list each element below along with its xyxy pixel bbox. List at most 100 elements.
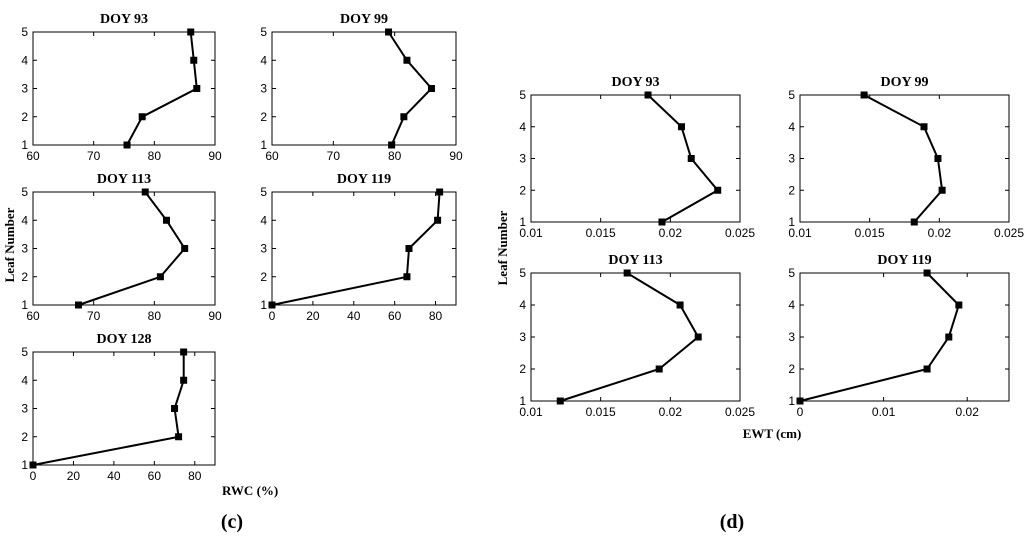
data-point-leaf-1 — [658, 218, 666, 226]
y-tick-label: 1 — [788, 215, 795, 229]
y-tick-label: 3 — [788, 152, 795, 166]
data-point-leaf-5 — [187, 28, 195, 36]
data-point-leaf-1 — [75, 301, 82, 309]
data-point-leaf-4 — [955, 301, 963, 309]
data-point-leaf-3 — [181, 245, 189, 252]
y-tick-label: 4 — [21, 373, 28, 387]
y-tick-label: 1 — [260, 298, 267, 312]
y-tick-label: 1 — [21, 138, 28, 152]
subplot-title: DOY 113 — [97, 172, 151, 187]
x-tick-label: 90 — [449, 149, 463, 163]
data-point-leaf-5 — [141, 188, 149, 196]
left-x-axis-label: RWC (%) — [222, 483, 278, 498]
subplot-c-doy-99: DOY 99 60 70 80 90 1 2 3 4 5 — [260, 12, 463, 163]
y-tick-label: 3 — [788, 330, 795, 344]
x-tick-label: 0.02 — [928, 226, 952, 240]
data-point-leaf-5 — [385, 28, 393, 36]
y-tick-label: 5 — [21, 185, 28, 199]
data-point-leaf-4 — [180, 376, 188, 384]
x-tick-label: 80 — [188, 469, 202, 483]
data-point-leaf-4 — [162, 216, 170, 224]
data-point-leaf-2 — [938, 186, 946, 194]
x-tick-label: 0 — [269, 309, 276, 323]
data-point-leaf-5 — [923, 269, 931, 277]
y-tick-label: 5 — [21, 25, 28, 39]
data-point-leaf-2 — [138, 113, 146, 121]
data-point-leaf-1 — [268, 301, 276, 309]
x-tick-label: 70 — [87, 309, 101, 323]
data-point-leaf-4 — [434, 216, 442, 224]
x-tick-label: 0.01 — [519, 405, 543, 419]
panel-label-d: (d) — [720, 511, 744, 533]
y-tick-label: 3 — [519, 152, 526, 166]
y-tick-label: 5 — [260, 25, 267, 39]
x-tick-label: 80 — [148, 309, 162, 323]
data-point-leaf-1 — [29, 461, 37, 469]
data-point-leaf-1 — [796, 397, 804, 405]
x-tick-label: 0.02 — [956, 405, 980, 419]
data-point-leaf-3 — [405, 245, 413, 252]
right-y-axis-label: Leaf Number — [495, 210, 510, 285]
y-tick-label: 4 — [260, 53, 267, 67]
data-point-leaf-3 — [934, 155, 942, 162]
y-tick-label: 2 — [260, 270, 267, 284]
subplot-d-doy-93: DOY 93 0.01 0.015 0.02 0.025 1 2 3 4 5 — [519, 75, 755, 240]
x-tick-label: 0.025 — [725, 405, 755, 419]
data-point-leaf-2 — [923, 365, 931, 373]
x-tick-label: 0.01 — [872, 405, 896, 419]
data-point-leaf-5 — [180, 348, 188, 356]
subplot-title: DOY 119 — [877, 253, 931, 268]
x-tick-label: 90 — [208, 309, 222, 323]
x-tick-label: 60 — [26, 149, 40, 163]
plot-frame — [32, 31, 216, 146]
subplot-title: DOY 99 — [880, 75, 928, 90]
subplot-title: DOY 113 — [608, 253, 662, 268]
x-tick-label: 60 — [148, 469, 162, 483]
left-y-axis-label: Leaf Number — [2, 207, 17, 282]
data-point-leaf-3 — [687, 155, 695, 162]
subplot-title: DOY 93 — [611, 75, 659, 90]
plot-frame — [271, 191, 457, 306]
data-point-leaf-2 — [714, 186, 722, 194]
data-point-leaf-5 — [860, 91, 868, 99]
y-tick-label: 1 — [788, 394, 795, 408]
x-tick-label: 80 — [388, 149, 402, 163]
x-tick-label: 60 — [265, 149, 279, 163]
y-tick-label: 2 — [519, 183, 526, 197]
data-point-leaf-2 — [175, 433, 183, 441]
plot-frame — [271, 31, 457, 146]
data-point-leaf-1 — [123, 141, 131, 149]
data-point-leaf-2 — [655, 365, 663, 373]
data-point-leaf-2 — [156, 273, 164, 281]
plot-frame — [530, 272, 741, 402]
x-tick-label: 20 — [306, 309, 320, 323]
data-point-leaf-3 — [193, 85, 201, 92]
y-tick-label: 4 — [260, 213, 267, 227]
subplot-c-doy-128: DOY 128 0 20 40 60 80 1 2 3 4 5 — [21, 332, 216, 483]
subplot-title: DOY 119 — [337, 172, 391, 187]
subplot-title: DOY 99 — [340, 12, 388, 27]
subplot-title: DOY 128 — [96, 332, 151, 347]
y-tick-label: 2 — [21, 110, 28, 124]
data-point-leaf-3 — [171, 405, 179, 412]
subplot-d-doy-99: DOY 99 0.01 0.015 0.02 0.025 1 2 3 4 5 — [788, 75, 1024, 240]
y-tick-label: 5 — [260, 185, 267, 199]
y-tick-label: 1 — [21, 298, 28, 312]
data-point-leaf-3 — [945, 333, 953, 341]
x-tick-label: 0.01 — [788, 226, 812, 240]
x-tick-label: 70 — [327, 149, 341, 163]
y-tick-label: 2 — [260, 110, 267, 124]
data-point-leaf-4 — [403, 56, 411, 64]
y-tick-label: 4 — [788, 120, 795, 134]
x-tick-label: 60 — [26, 309, 40, 323]
y-tick-label: 1 — [519, 215, 526, 229]
y-tick-label: 2 — [788, 183, 795, 197]
y-tick-label: 4 — [788, 298, 795, 312]
x-tick-label: 0.025 — [994, 226, 1024, 240]
y-tick-label: 2 — [519, 362, 526, 376]
data-point-leaf-4 — [677, 123, 685, 131]
data-point-leaf-1 — [388, 141, 396, 149]
y-tick-label: 1 — [519, 394, 526, 408]
data-point-leaf-2 — [403, 273, 411, 281]
